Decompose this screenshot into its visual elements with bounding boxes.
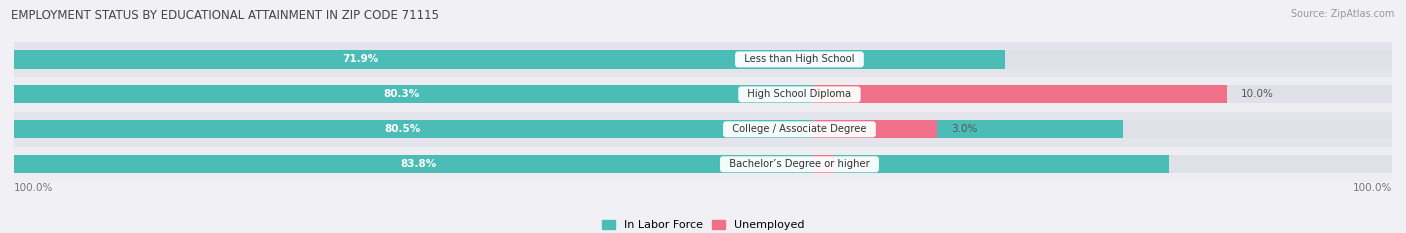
Text: 71.9%: 71.9% xyxy=(343,55,380,64)
Bar xyxy=(14,85,1392,103)
Bar xyxy=(14,50,1392,69)
Bar xyxy=(813,120,938,138)
Text: 100.0%: 100.0% xyxy=(14,184,53,193)
Bar xyxy=(14,147,1392,182)
Text: 80.3%: 80.3% xyxy=(384,89,419,99)
Text: 3.0%: 3.0% xyxy=(950,124,977,134)
Text: Bachelor’s Degree or higher: Bachelor’s Degree or higher xyxy=(723,159,876,169)
Bar xyxy=(14,42,1392,77)
Legend: In Labor Force, Unemployed: In Labor Force, Unemployed xyxy=(598,216,808,233)
Text: Source: ZipAtlas.com: Source: ZipAtlas.com xyxy=(1291,9,1395,19)
Bar xyxy=(14,120,1392,138)
Bar xyxy=(14,85,1121,103)
Text: 100.0%: 100.0% xyxy=(1353,184,1392,193)
Bar xyxy=(14,155,1168,173)
Text: 0.5%: 0.5% xyxy=(848,159,875,169)
Text: EMPLOYMENT STATUS BY EDUCATIONAL ATTAINMENT IN ZIP CODE 71115: EMPLOYMENT STATUS BY EDUCATIONAL ATTAINM… xyxy=(11,9,439,22)
Text: 83.8%: 83.8% xyxy=(401,159,436,169)
Bar xyxy=(813,85,1226,103)
Bar xyxy=(14,120,1123,138)
Text: 80.5%: 80.5% xyxy=(384,124,420,134)
Bar xyxy=(14,155,1392,173)
Text: Less than High School: Less than High School xyxy=(738,55,860,64)
Bar xyxy=(14,112,1392,147)
Text: 10.0%: 10.0% xyxy=(1240,89,1274,99)
Bar xyxy=(813,155,834,173)
Bar xyxy=(14,77,1392,112)
Text: College / Associate Degree: College / Associate Degree xyxy=(725,124,873,134)
Bar xyxy=(14,50,1005,69)
Text: High School Diploma: High School Diploma xyxy=(741,89,858,99)
Text: 0.0%: 0.0% xyxy=(827,55,853,64)
